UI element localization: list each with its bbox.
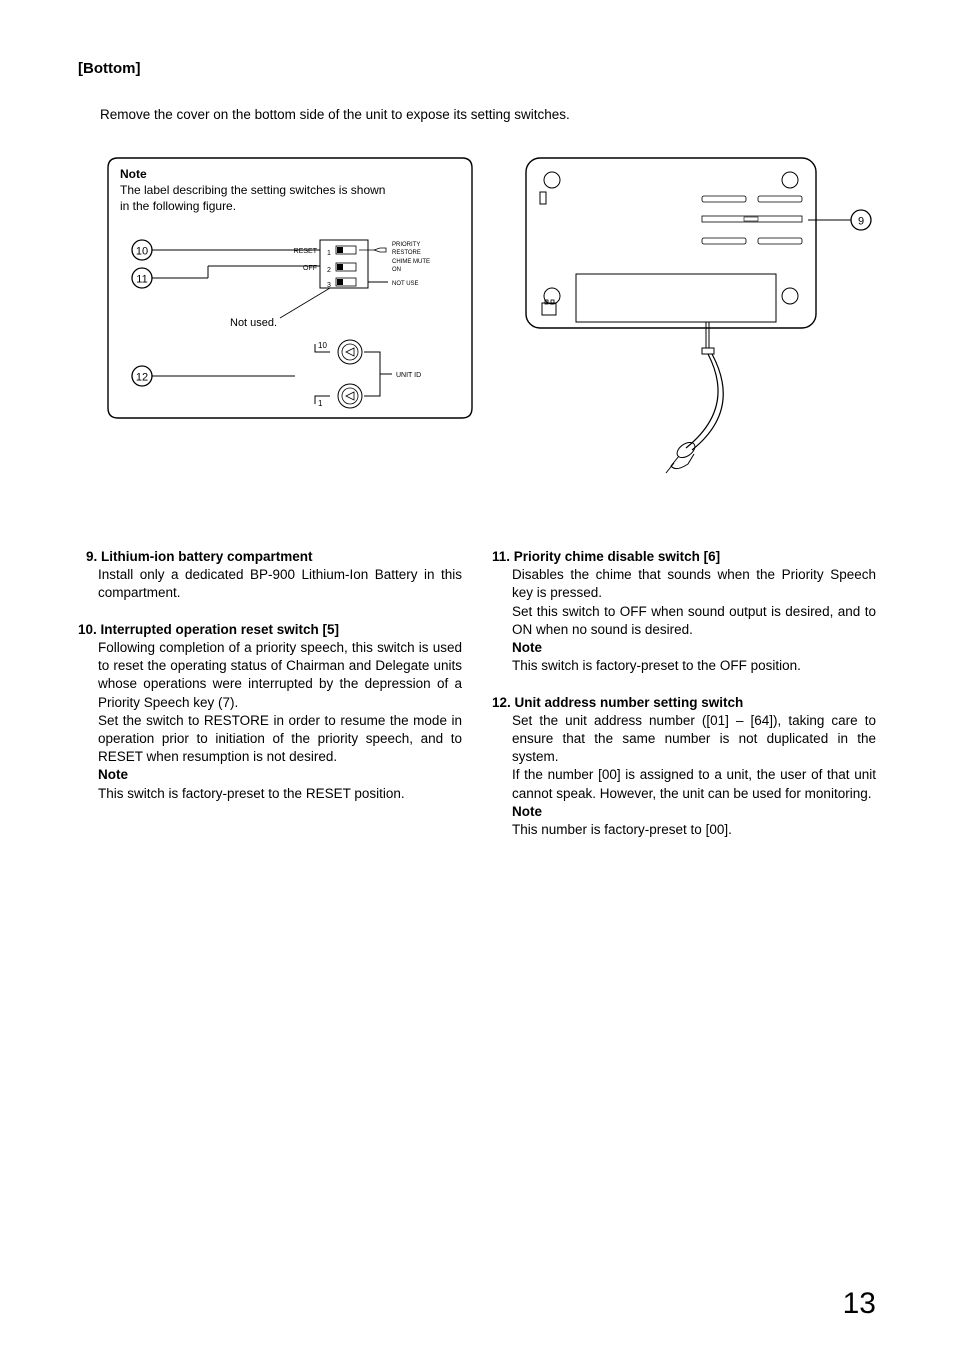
sw2-right1: CHIME MUTE xyxy=(392,259,430,265)
item-11: 11. Priority chime disable switch [6] Di… xyxy=(492,548,876,676)
item12-body2: If the number [00] is assigned to a unit… xyxy=(512,766,876,802)
sw2-right2: ON xyxy=(392,267,401,273)
sw1-left: RESET xyxy=(294,248,318,255)
sw2-num: 2 xyxy=(327,267,331,274)
item11-body2: Set this switch to OFF when sound output… xyxy=(512,603,876,639)
item11-head: 11. Priority chime disable switch [6] xyxy=(492,548,876,566)
figures-row: Note The label describing the setting sw… xyxy=(100,148,876,488)
item10-body2: Set the switch to RESTORE in order to re… xyxy=(98,712,462,767)
callout-11: 11 xyxy=(136,274,147,286)
left-column: 9. Lithium-ion battery compartment Insta… xyxy=(78,548,462,857)
sw3-right: NOT USE xyxy=(392,281,419,287)
item-12: 12. Unit address number setting switch S… xyxy=(492,694,876,840)
page-number: 13 xyxy=(843,1287,876,1321)
sw1-right1: PRIORITY xyxy=(392,242,420,248)
item9-body: Install only a dedicated BP-900 Lithium-… xyxy=(98,566,462,602)
callout-10: 10 xyxy=(136,246,148,258)
note-svg: Note The label describing the setting sw… xyxy=(100,148,480,428)
item12-head: 12. Unit address number setting switch xyxy=(492,694,876,712)
note-figure: Note The label describing the setting sw… xyxy=(100,148,478,428)
callout-9: 9 xyxy=(858,216,864,228)
sw1-num: 1 xyxy=(327,250,331,257)
unit-id-label: UNIT ID xyxy=(396,372,421,379)
callout-12: 12 xyxy=(136,372,148,384)
sw3-num: 3 xyxy=(327,282,331,289)
item11-note-body: This switch is factory-preset to the OFF… xyxy=(512,657,876,675)
dial-top-label: 10 xyxy=(318,341,327,350)
battery-figure: 9 xyxy=(496,148,876,488)
right-column: 11. Priority chime disable switch [6] Di… xyxy=(492,548,876,857)
item12-note-body: This number is factory-preset to [00]. xyxy=(512,821,876,839)
item10-head: 10. Interrupted operation reset switch [… xyxy=(78,621,462,639)
columns: 9. Lithium-ion battery compartment Insta… xyxy=(78,548,876,857)
item-9: 9. Lithium-ion battery compartment Insta… xyxy=(78,548,462,603)
sw1-right2: RESTORE xyxy=(392,250,421,256)
item-10: 10. Interrupted operation reset switch [… xyxy=(78,621,462,803)
item10-note-label: Note xyxy=(98,766,462,784)
dial-bot-label: 1 xyxy=(318,399,323,408)
sw2-left: OFF xyxy=(303,265,317,272)
page: [Bottom] Remove the cover on the bottom … xyxy=(0,0,954,1351)
item12-body1: Set the unit address number ([01] – [64]… xyxy=(512,712,876,767)
note-text-l2: in the following figure. xyxy=(120,199,236,213)
intro-text: Remove the cover on the bottom side of t… xyxy=(100,107,876,122)
note-label: Note xyxy=(120,167,147,181)
item12-note-label: Note xyxy=(512,803,876,821)
item10-note-body: This switch is factory-preset to the RES… xyxy=(98,785,462,803)
not-used-label: Not used. xyxy=(230,317,277,329)
battery-svg: 9 xyxy=(496,148,876,488)
item10-body1: Following completion of a priority speec… xyxy=(98,639,462,712)
section-title: [Bottom] xyxy=(78,60,876,77)
item11-body1: Disables the chime that sounds when the … xyxy=(512,566,876,602)
item11-note-label: Note xyxy=(512,639,876,657)
note-text-l1: The label describing the setting switche… xyxy=(120,183,385,197)
item9-head: 9. Lithium-ion battery compartment xyxy=(86,548,462,566)
